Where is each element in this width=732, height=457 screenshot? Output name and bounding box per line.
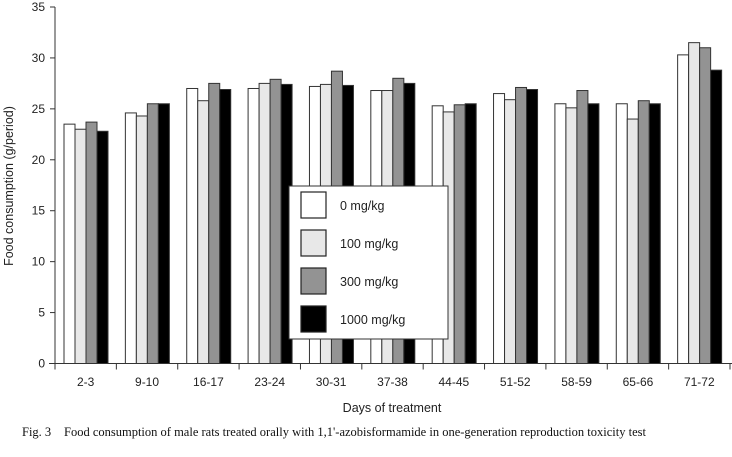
bar (85, 121, 98, 364)
bar (615, 103, 628, 364)
y-tick-label: 30 (32, 51, 46, 65)
y-tick-label: 25 (32, 102, 46, 116)
legend-swatch (300, 191, 327, 219)
bar-chart: 2-3 9-10 16-17 23-24 30-31 37-38 44-45 51-52 58-… (2, 0, 732, 415)
x-tick-label: 44-45 (439, 375, 470, 389)
bar (688, 42, 701, 365)
bar (710, 69, 723, 364)
x-tick-label: 71-72 (684, 375, 715, 389)
figure-caption: Fig. 3 Food consumption of male rats trea… (22, 425, 722, 440)
bar (576, 90, 589, 364)
bar (677, 54, 690, 364)
axes-layer: 2-3 9-10 16-17 23-24 30-31 37-38 44-45 51-52 58-… (32, 0, 732, 389)
caption-text: Food consumption of male rats treated or… (64, 425, 646, 439)
bar (186, 87, 199, 364)
legend-swatch (300, 267, 327, 295)
y-tick-label: 5 (38, 306, 45, 320)
bar (247, 87, 260, 364)
bar (554, 103, 567, 364)
legend-label: 100 mg/kg (340, 237, 398, 251)
x-tick-label: 30-31 (316, 375, 347, 389)
legend-swatch (300, 229, 327, 257)
bar (587, 103, 600, 364)
bar (464, 103, 477, 364)
bar (269, 78, 282, 364)
x-tick-label: 51-52 (500, 375, 531, 389)
x-tick-label: 23-24 (254, 375, 285, 389)
bar (515, 86, 528, 365)
legend-label: 300 mg/kg (340, 275, 398, 289)
bar (74, 128, 87, 364)
bar (146, 103, 159, 364)
legend-label: 1000 mg/kg (340, 313, 405, 327)
legend: 0 mg/kg 100 mg/kg 300 mg/kg 1000 mg/kg (288, 185, 449, 340)
bar (124, 112, 137, 364)
bar (219, 89, 232, 365)
bar (648, 103, 661, 364)
bar (135, 115, 148, 365)
y-tick-label: 15 (32, 204, 46, 218)
caption-label: Fig. 3 (22, 425, 52, 439)
bar (637, 100, 650, 365)
y-tick-label: 10 (32, 255, 46, 269)
x-tick-label: 16-17 (193, 375, 224, 389)
x-tick-label: 9-10 (135, 375, 159, 389)
x-tick-label: 2-3 (77, 375, 95, 389)
bar (504, 99, 517, 364)
bar (565, 107, 578, 364)
bar (96, 130, 109, 364)
bar (197, 100, 210, 365)
bar (699, 47, 712, 364)
legend-swatch (300, 305, 327, 333)
legend-label: 0 mg/kg (340, 199, 385, 213)
x-tick-label: 65-66 (623, 375, 654, 389)
y-axis-label: Food consumption (g/period) (2, 106, 16, 266)
bar (258, 82, 271, 365)
y-tick-label: 35 (32, 0, 46, 14)
bar (63, 123, 76, 364)
bar (493, 93, 506, 364)
bar (157, 103, 170, 364)
bar (526, 89, 539, 365)
x-tick-label: 37-38 (377, 375, 408, 389)
x-tick-label: 58-59 (561, 375, 592, 389)
y-tick-label: 20 (32, 153, 46, 167)
bar (208, 82, 221, 365)
x-axis-label: Days of treatment (343, 401, 442, 415)
bar (626, 118, 639, 364)
y-tick-label: 0 (38, 357, 45, 371)
bar (453, 104, 466, 364)
